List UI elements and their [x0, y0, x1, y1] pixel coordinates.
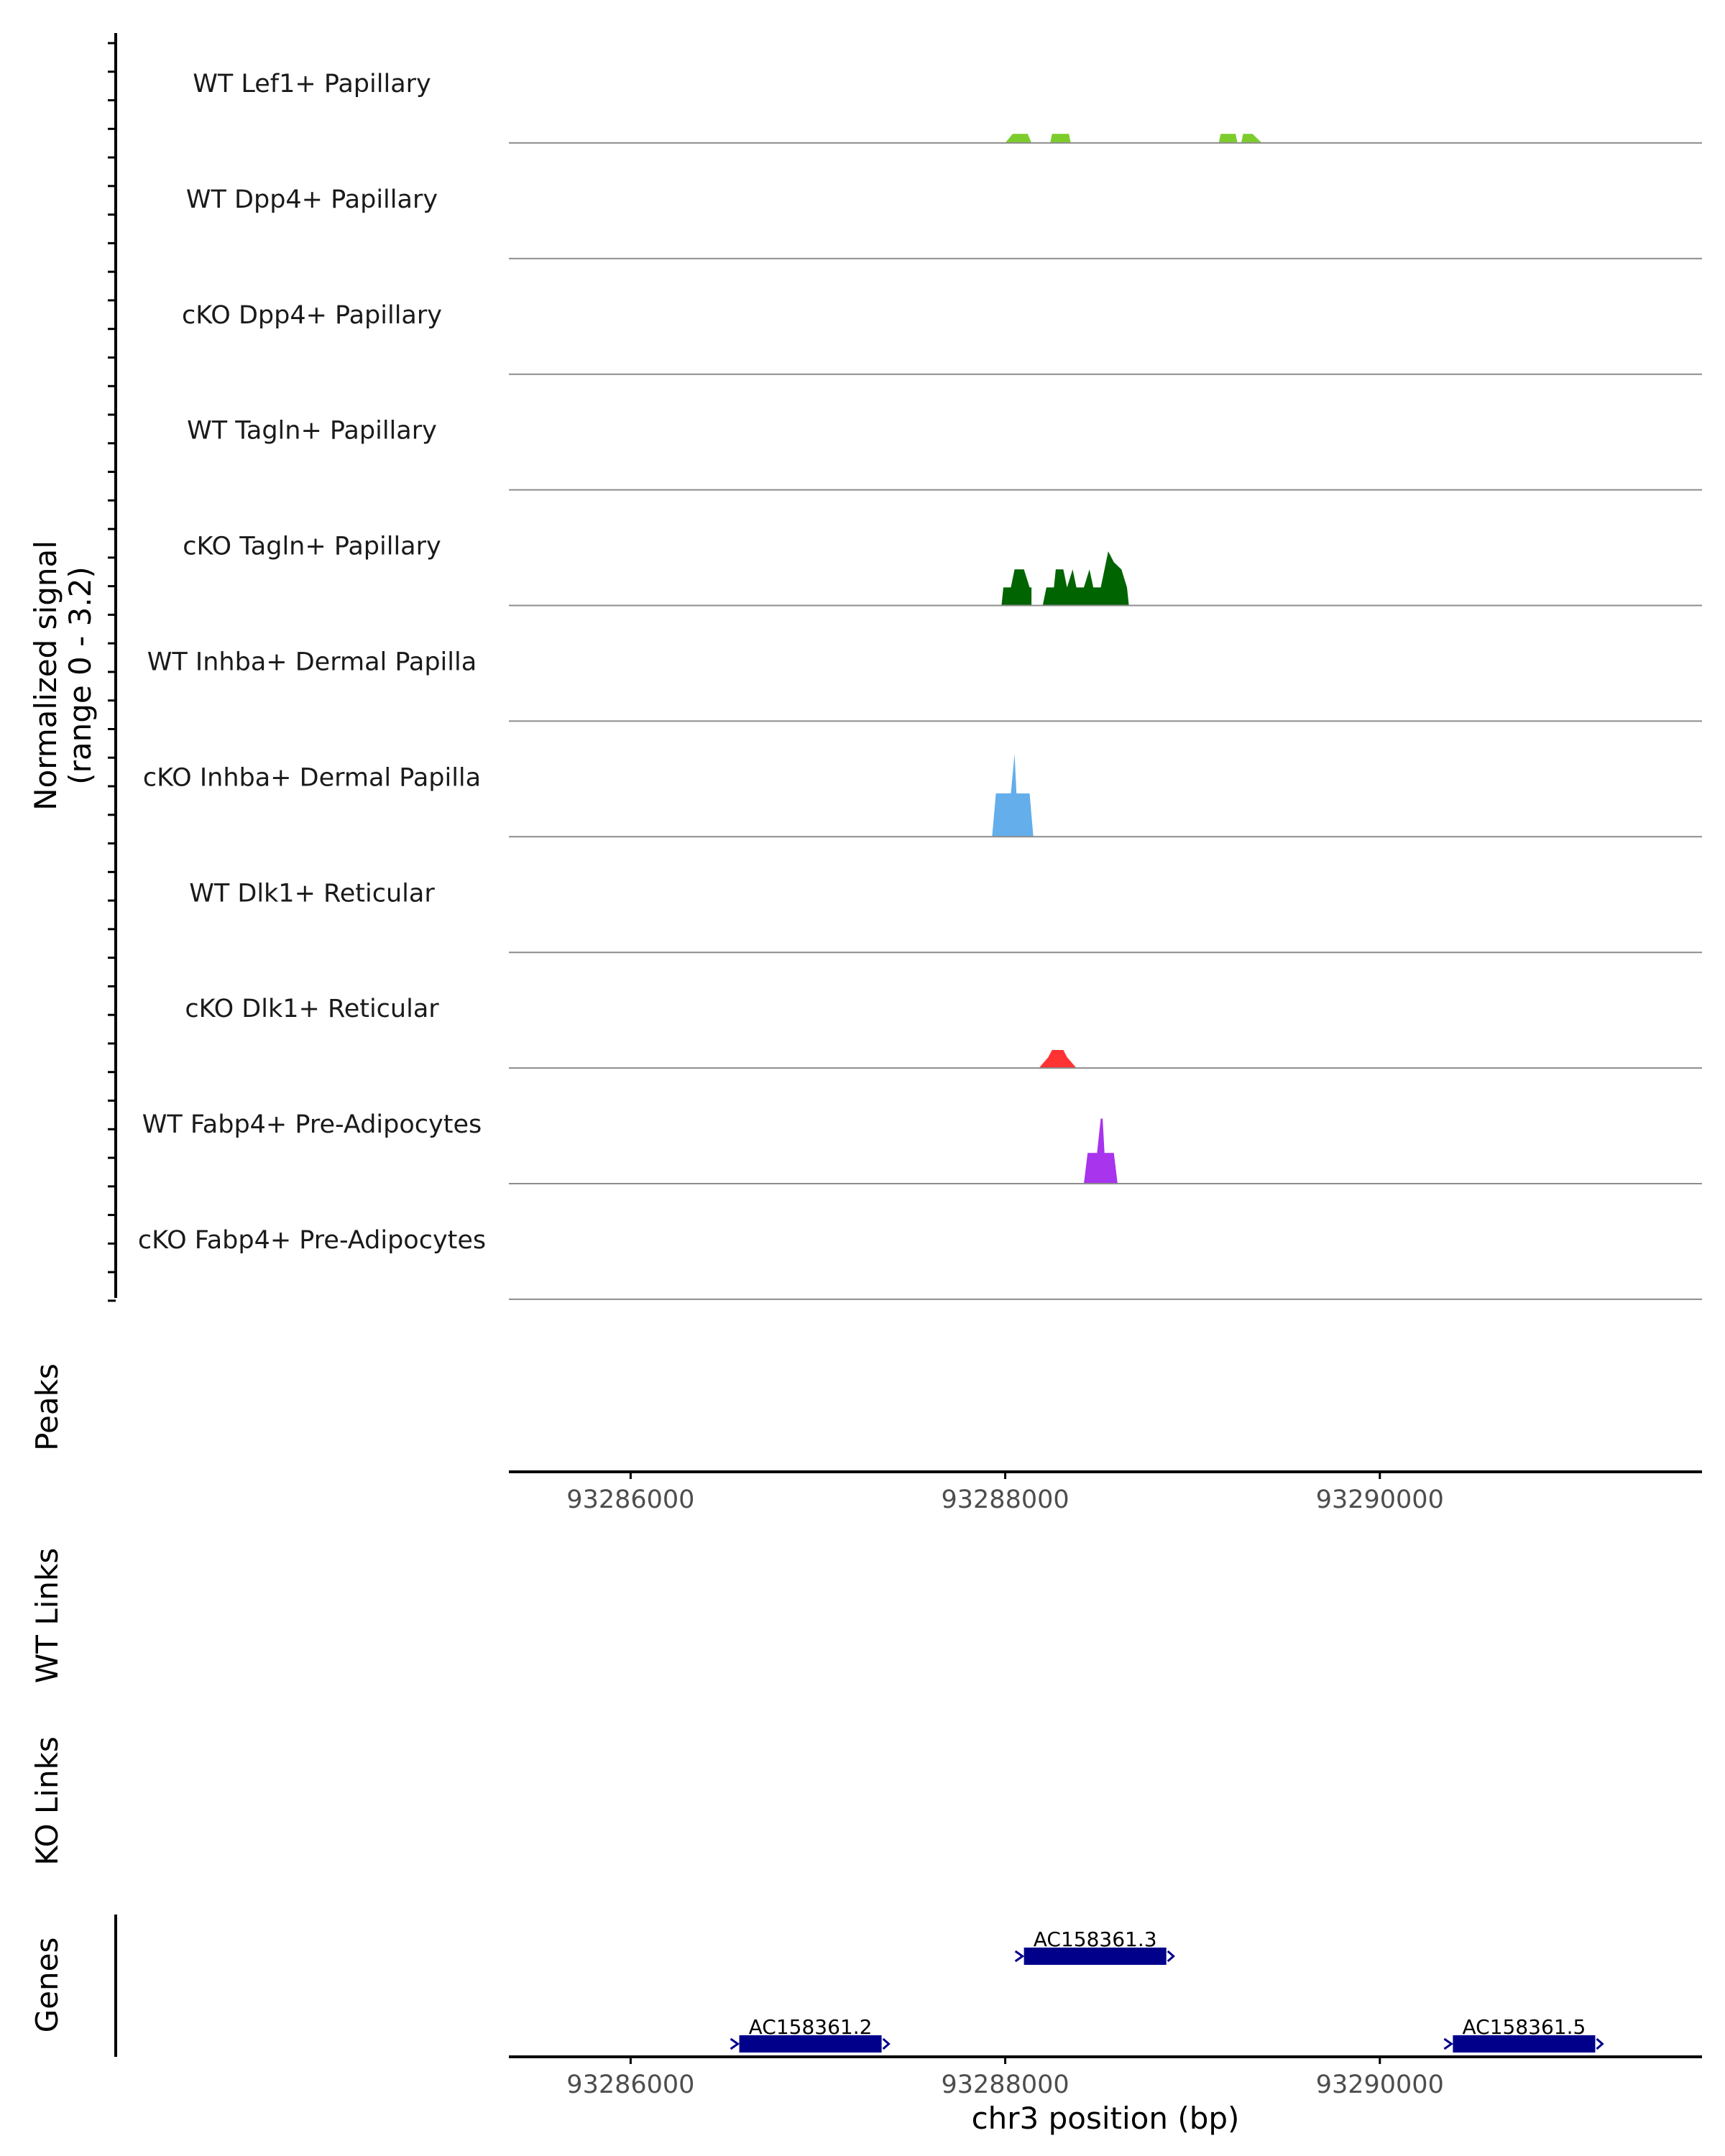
- peaks-x-ticks: 93286000 93288000 93290000: [566, 1472, 1444, 1514]
- track-label: cKO Fabp4+ Pre-Adipocytes: [138, 1226, 486, 1255]
- x-tick-label: 93288000: [942, 2070, 1070, 2099]
- track: WT Lef1+ Papillary: [193, 70, 1702, 144]
- track-label: cKO Tagln+ Papillary: [183, 533, 441, 561]
- coverage-y-ticks: [108, 42, 116, 1302]
- gene-label: AC158361.2: [749, 2015, 873, 2039]
- gene-strand-mark: [730, 2037, 740, 2050]
- gene-body: [1453, 2035, 1596, 2053]
- coverage-tracks: WT Lef1+ Papillary WT Dpp4+ Papillary cKO …: [138, 70, 1702, 1300]
- track: cKO Fabp4+ Pre-Adipocytes: [138, 1226, 1702, 1300]
- x-tick-label: 93286000: [566, 1485, 694, 1514]
- x-tick-label: 93290000: [1316, 2070, 1444, 2099]
- track-signal-area: [1084, 1118, 1118, 1184]
- x-tick-label: 93290000: [1316, 1485, 1444, 1514]
- gene-body: [1024, 1948, 1167, 1965]
- gene-strand-mark: [882, 2037, 891, 2050]
- track: WT Dpp4+ Papillary: [186, 185, 1702, 259]
- track-label: WT Tagln+ Papillary: [187, 417, 437, 446]
- track-signal-area: [1001, 551, 1129, 606]
- gene-label: AC158361.3: [1034, 1927, 1157, 1951]
- track: WT Fabp4+ Pre-Adipocytes: [142, 1110, 1702, 1184]
- wt-links-panel-title: WT Links: [29, 1548, 65, 1683]
- y-axis-range-label: (range 0 - 3.2): [63, 566, 98, 785]
- track-label: WT Inhba+ Dermal Papilla: [147, 648, 477, 677]
- x-axis-title: chr3 position (bp): [972, 2101, 1240, 2136]
- gene-strand-mark: [1596, 2037, 1604, 2050]
- gene-label: AC158361.5: [1463, 2015, 1586, 2039]
- track-label: WT Fabp4+ Pre-Adipocytes: [142, 1110, 482, 1139]
- track-label: WT Dlk1+ Reticular: [189, 879, 435, 908]
- x-tick-label: 93288000: [942, 1485, 1070, 1514]
- y-axis-title: Normalized signal: [28, 540, 63, 811]
- track: WT Inhba+ Dermal Papilla: [147, 648, 1702, 722]
- track-label: cKO Dlk1+ Reticular: [185, 995, 439, 1023]
- track: cKO Tagln+ Papillary: [183, 533, 1702, 607]
- gene-model: AC158361.2: [730, 2015, 891, 2053]
- track: WT Dlk1+ Reticular: [189, 879, 1702, 954]
- track-label: cKO Dpp4+ Papillary: [182, 301, 442, 330]
- track-label: WT Dpp4+ Papillary: [186, 185, 438, 214]
- gene-models: AC158361.3 AC158361.2 AC158361.5: [730, 1927, 1604, 2053]
- track: cKO Dpp4+ Papillary: [182, 301, 1702, 375]
- track-signal-area: [992, 753, 1034, 837]
- gene-strand-mark: [1014, 1950, 1025, 1963]
- track-signal-area: [1039, 1050, 1077, 1069]
- peaks-panel-title: Peaks: [29, 1363, 65, 1451]
- ko-links-panel-title: KO Links: [29, 1736, 65, 1866]
- x-tick-label: 93286000: [566, 2070, 694, 2099]
- gene-strand-mark: [1443, 2037, 1454, 2050]
- genes-panel-title: Genes: [29, 1938, 65, 2033]
- track-signal-area: [1005, 134, 1262, 143]
- genes-x-ticks: 93286000 93288000 93290000: [566, 2057, 1444, 2099]
- gene-strand-mark: [1167, 1950, 1175, 1963]
- track: cKO Dlk1+ Reticular: [185, 995, 1702, 1069]
- track: cKO Inhba+ Dermal Papilla: [143, 753, 1702, 838]
- gene-model: AC158361.5: [1443, 2015, 1604, 2053]
- gene-model: AC158361.3: [1014, 1927, 1175, 1965]
- track-label: cKO Inhba+ Dermal Papilla: [143, 763, 481, 792]
- gene-body: [739, 2035, 882, 2053]
- track: WT Tagln+ Papillary: [187, 417, 1702, 491]
- track-label: WT Lef1+ Papillary: [193, 70, 431, 98]
